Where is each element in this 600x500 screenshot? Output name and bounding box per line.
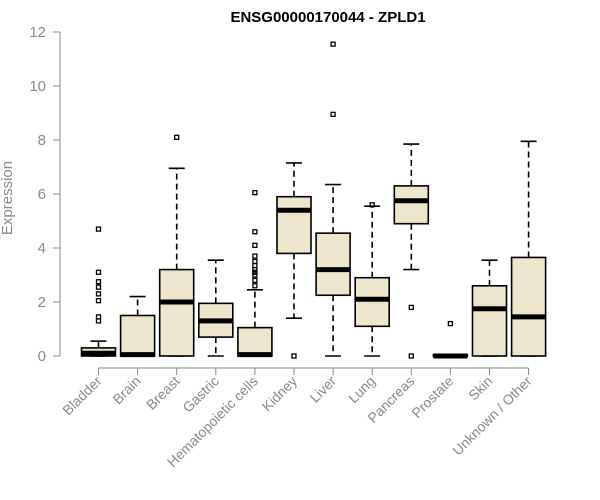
y-tick-label: 2	[38, 294, 46, 311]
y-tick-label: 6	[38, 186, 46, 203]
box-group	[119, 295, 156, 358]
outlier-point	[330, 41, 336, 47]
outlier-point	[95, 314, 102, 320]
outlier-point	[95, 284, 102, 290]
x-tick-label: Breast	[143, 373, 183, 413]
y-tick-label: 8	[38, 132, 46, 149]
box	[237, 326, 273, 357]
box-group	[354, 202, 391, 357]
box	[354, 276, 391, 328]
box-group	[80, 226, 117, 357]
box	[510, 256, 547, 357]
box-group	[198, 259, 234, 357]
outlier-point	[252, 277, 258, 284]
outlier-point	[95, 297, 102, 304]
box-group	[393, 143, 430, 359]
box	[315, 232, 351, 297]
box-group	[471, 259, 508, 357]
y-tick-label: 0	[38, 348, 46, 365]
outlier-point	[408, 304, 414, 311]
x-tick-label: Brain	[109, 373, 143, 407]
x-tick-label: Lung	[345, 373, 378, 406]
x-tick-label: Kidney	[259, 373, 301, 415]
y-axis-label: Expression	[0, 161, 16, 235]
box	[119, 314, 156, 357]
outlier-point	[252, 272, 258, 278]
outlier-point	[369, 202, 375, 208]
box	[158, 268, 195, 357]
outlier-point	[330, 111, 336, 117]
x-tick-label: Prostate	[408, 373, 456, 421]
box	[471, 284, 508, 357]
box-group	[315, 41, 351, 357]
box-group	[276, 162, 312, 359]
x-tick-label: Bladder	[59, 373, 105, 419]
outlier-point	[252, 269, 258, 275]
outlier-point	[291, 353, 297, 359]
box	[276, 195, 312, 255]
outlier-point	[95, 291, 102, 297]
outlier-point	[95, 279, 102, 285]
boxes-layer	[80, 41, 547, 359]
y-axis: 0 2 4 6 8 10 12	[29, 24, 61, 365]
y-tick-label: 4	[38, 240, 46, 257]
box-group	[432, 320, 469, 359]
outlier-point	[95, 269, 102, 275]
outlier-point	[252, 189, 258, 196]
outlier-point	[252, 266, 258, 273]
outlier-point	[408, 353, 414, 359]
outlier-point	[95, 226, 102, 232]
outlier-point	[447, 320, 454, 327]
box-group	[158, 134, 195, 357]
outlier-point	[174, 134, 180, 140]
y-tick-label: 12	[29, 24, 46, 41]
x-tick-label: Liver	[306, 373, 339, 406]
y-tick-label: 10	[29, 78, 46, 95]
outlier-point	[252, 253, 258, 259]
box	[393, 185, 430, 225]
x-tick-label: Skin	[465, 373, 496, 404]
outlier-point	[252, 283, 258, 289]
outlier-point	[252, 242, 258, 248]
box-group	[510, 140, 547, 357]
box-group	[237, 189, 273, 358]
chart-title: ENSG00000170044 - ZPLD1	[230, 9, 425, 26]
outlier-point	[252, 258, 258, 265]
outlier-point	[252, 229, 258, 235]
